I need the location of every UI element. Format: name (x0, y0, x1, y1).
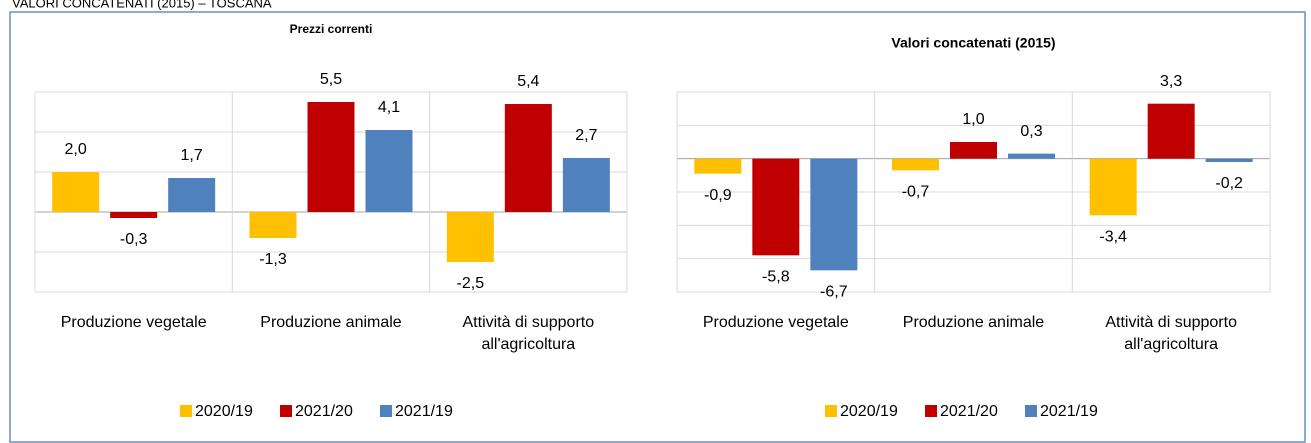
legend-swatch (1025, 405, 1037, 417)
chart-title: Prezzi correnti (290, 22, 373, 36)
bar (752, 158, 800, 256)
x-tick-label: Produzione vegetale (60, 314, 207, 331)
x-tick-label-box: Produzione animale (902, 314, 1045, 331)
x-tick-label: Produzione animale (902, 314, 1045, 331)
x-tick-label: Attività di supporto all'agricoltura (1105, 314, 1237, 353)
legend-label: 2021/20 (295, 403, 353, 420)
value-label: -0,9 (704, 187, 732, 204)
x-tick-label-box: Attività di supporto all'agricoltura (462, 314, 595, 353)
value-label: -0,2 (1215, 175, 1243, 192)
legend-swatch (825, 405, 837, 417)
bar (562, 158, 610, 212)
legend-swatch (380, 405, 392, 417)
bar (1205, 158, 1253, 162)
bar (307, 102, 355, 212)
value-label: 2,0 (65, 141, 87, 158)
frame (9, 11, 1306, 443)
value-label: -0,7 (902, 184, 930, 201)
legend-label: 2020/19 (840, 403, 898, 420)
legend-label: 2021/20 (940, 403, 998, 420)
legend-label: 2021/19 (1040, 403, 1098, 420)
value-label: -6,7 (820, 284, 848, 301)
bar (110, 212, 158, 218)
bar (504, 104, 552, 212)
value-label: 1,0 (962, 111, 984, 128)
bar (694, 158, 742, 174)
value-label: 1,7 (181, 147, 203, 164)
x-tick-label: Produzione vegetale (702, 314, 849, 331)
legend-swatch (280, 405, 292, 417)
legend-swatch (180, 405, 192, 417)
value-label: 2,7 (575, 127, 597, 144)
legend-label: 2020/19 (195, 403, 253, 420)
x-tick-label-box: Attività di supporto all'agricoltura (1105, 314, 1237, 353)
value-label: 3,3 (1160, 73, 1182, 90)
value-label: 5,5 (320, 71, 342, 88)
bar (1089, 158, 1137, 216)
bar (52, 172, 100, 212)
bar (810, 158, 858, 271)
bar (249, 212, 297, 238)
bar (446, 212, 494, 262)
header-title: VALORI CONCATENATI (2015) – TOSCANA (12, 0, 272, 10)
legend-swatch (925, 405, 937, 417)
x-tick-label: Produzione animale (260, 314, 402, 331)
x-tick-label-box: Produzione animale (260, 314, 402, 331)
bar (950, 142, 997, 159)
value-label: -5,8 (762, 269, 790, 286)
value-label: -0,3 (120, 231, 148, 248)
bar (1147, 103, 1195, 159)
bar (1008, 153, 1055, 159)
legend-label: 2021/19 (395, 403, 453, 420)
x-tick-label-box: Produzione vegetale (702, 314, 849, 331)
bar (365, 130, 413, 212)
x-tick-label-box: Produzione vegetale (60, 314, 207, 331)
value-label: -2,5 (457, 275, 485, 292)
value-label: 5,4 (517, 73, 539, 90)
value-label: 4,1 (378, 99, 400, 116)
x-tick-label: Attività di supporto all'agricoltura (462, 314, 595, 353)
value-label: -3,4 (1099, 229, 1127, 246)
value-label: -1,3 (259, 251, 287, 268)
chart-title: Valori concatenati (2015) (891, 35, 1055, 51)
bar (892, 158, 939, 171)
value-label: 0,3 (1020, 123, 1042, 140)
bar (168, 178, 216, 212)
